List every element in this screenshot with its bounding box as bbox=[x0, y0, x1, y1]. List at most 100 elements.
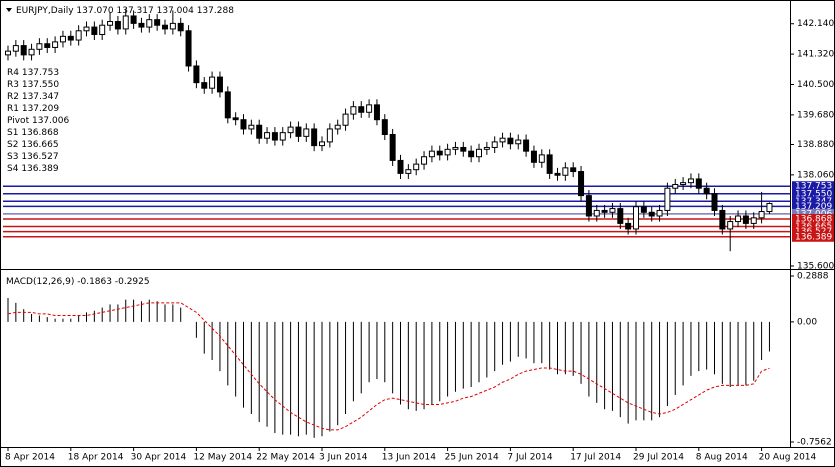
candle-body bbox=[185, 30, 192, 67]
candle-body bbox=[122, 15, 129, 30]
pivot-legend: S2 136.665 bbox=[7, 140, 59, 150]
x-tick-label: 20 Aug 2014 bbox=[759, 453, 817, 463]
candle-body bbox=[326, 128, 333, 143]
macd-value: -0.2925 bbox=[115, 277, 150, 287]
pivot-label-box bbox=[792, 231, 834, 242]
candle-body bbox=[625, 222, 632, 230]
x-tick-label: 8 Apr 2014 bbox=[5, 453, 55, 463]
candle-body bbox=[444, 148, 451, 156]
candle-body bbox=[342, 113, 349, 126]
candle-body bbox=[83, 26, 90, 32]
pivot-label-box bbox=[792, 181, 834, 192]
candle-body bbox=[719, 209, 726, 230]
candle-body bbox=[633, 206, 639, 230]
candle-body bbox=[52, 41, 59, 48]
pivot-name: Pivot bbox=[7, 116, 30, 126]
candle-body bbox=[44, 43, 51, 48]
y-tick-label: 141.320 bbox=[797, 50, 834, 60]
candle-body bbox=[224, 91, 231, 119]
candle-body bbox=[476, 148, 482, 158]
candle-body bbox=[311, 128, 318, 147]
pivot-legend: S1 136.868 bbox=[7, 128, 59, 138]
chart-header: EURJPY,Daily 137.070 137.317 137.004 137… bbox=[16, 6, 234, 16]
macd-y-tick-label: -0.7562 bbox=[797, 438, 832, 448]
candle-body bbox=[216, 76, 223, 93]
candle-body bbox=[397, 159, 404, 174]
pivot-label: 137.753 bbox=[795, 182, 832, 192]
pivot-label-box bbox=[792, 208, 834, 219]
candle-body bbox=[12, 45, 19, 52]
y-tick-label: 140.500 bbox=[797, 80, 834, 90]
candle-body bbox=[523, 139, 530, 152]
ohlc: 137.004 bbox=[157, 6, 194, 16]
candle-body bbox=[130, 15, 137, 24]
ohlc: 137.317 bbox=[117, 6, 154, 16]
candle-body bbox=[240, 119, 247, 130]
candle-body bbox=[193, 65, 200, 84]
ohlc: 137.288 bbox=[197, 6, 234, 16]
pivot-label-box bbox=[792, 214, 834, 225]
candle-body bbox=[672, 184, 679, 189]
candle-body bbox=[366, 104, 373, 113]
ohlc: 137.070 bbox=[76, 6, 113, 16]
candle-body bbox=[711, 193, 718, 211]
candle-body bbox=[452, 146, 459, 150]
pivot-value: 136.665 bbox=[21, 140, 58, 150]
candle-body bbox=[271, 132, 278, 141]
candle-body bbox=[515, 139, 522, 145]
pivot-name: S4 bbox=[7, 164, 19, 174]
pivot-legend: R1 137.209 bbox=[7, 104, 59, 114]
candle-body bbox=[585, 195, 592, 217]
pivot-value: 137.347 bbox=[22, 92, 59, 102]
y-tick-label: 139.680 bbox=[797, 110, 834, 120]
candle-body bbox=[766, 202, 773, 213]
candle-body bbox=[319, 141, 325, 147]
candle-body bbox=[256, 124, 263, 139]
pivot-value: 136.868 bbox=[21, 128, 58, 138]
candle-body bbox=[570, 167, 577, 173]
candle-body bbox=[421, 156, 428, 165]
pivot-name: R3 bbox=[7, 80, 19, 90]
candle-body bbox=[67, 35, 74, 41]
candle-body bbox=[680, 182, 687, 186]
candle-body bbox=[75, 30, 82, 41]
pivot-label: 137.550 bbox=[795, 189, 832, 199]
pivot-value: 137.550 bbox=[22, 80, 59, 90]
candle-body bbox=[499, 137, 506, 143]
x-tick-label: 13 Jun 2014 bbox=[382, 453, 436, 463]
pivot-legend: S4 136.389 bbox=[7, 164, 59, 174]
pivot-legend: S3 136.527 bbox=[7, 152, 59, 162]
candle-body bbox=[264, 132, 271, 139]
symbol: EURJPY,Daily bbox=[16, 6, 74, 16]
pivot-value: 137.209 bbox=[22, 104, 59, 114]
candle-body bbox=[750, 217, 757, 224]
candle-body bbox=[389, 134, 396, 161]
pivot-label-box bbox=[792, 188, 834, 199]
candle-body bbox=[146, 19, 153, 28]
x-tick-label: 7 Jul 2014 bbox=[507, 453, 552, 463]
candle-body bbox=[358, 106, 365, 113]
x-tick-label: 29 Jul 2014 bbox=[633, 453, 684, 463]
candle-body bbox=[687, 178, 694, 184]
pivot-name: R2 bbox=[7, 92, 19, 102]
candle-body bbox=[138, 22, 145, 28]
pivot-legend: Pivot 137.006 bbox=[7, 116, 69, 126]
x-tick-label: 3 Jun 2014 bbox=[319, 453, 368, 463]
candle-body bbox=[287, 126, 294, 134]
candle-body bbox=[530, 150, 537, 163]
candle-body bbox=[617, 208, 624, 224]
macd-title: MACD(12,26,9) bbox=[6, 277, 74, 287]
candle-body bbox=[169, 22, 176, 30]
pivot-name: R4 bbox=[7, 68, 19, 78]
candle-body bbox=[114, 21, 121, 30]
candle-body bbox=[99, 24, 106, 35]
pivot-name: S2 bbox=[7, 140, 18, 150]
candle-body bbox=[201, 82, 208, 89]
candle-body bbox=[648, 211, 655, 217]
candle-body bbox=[601, 209, 608, 213]
candle-body bbox=[20, 45, 27, 56]
candle-body bbox=[436, 150, 443, 156]
candle-body bbox=[28, 48, 35, 56]
